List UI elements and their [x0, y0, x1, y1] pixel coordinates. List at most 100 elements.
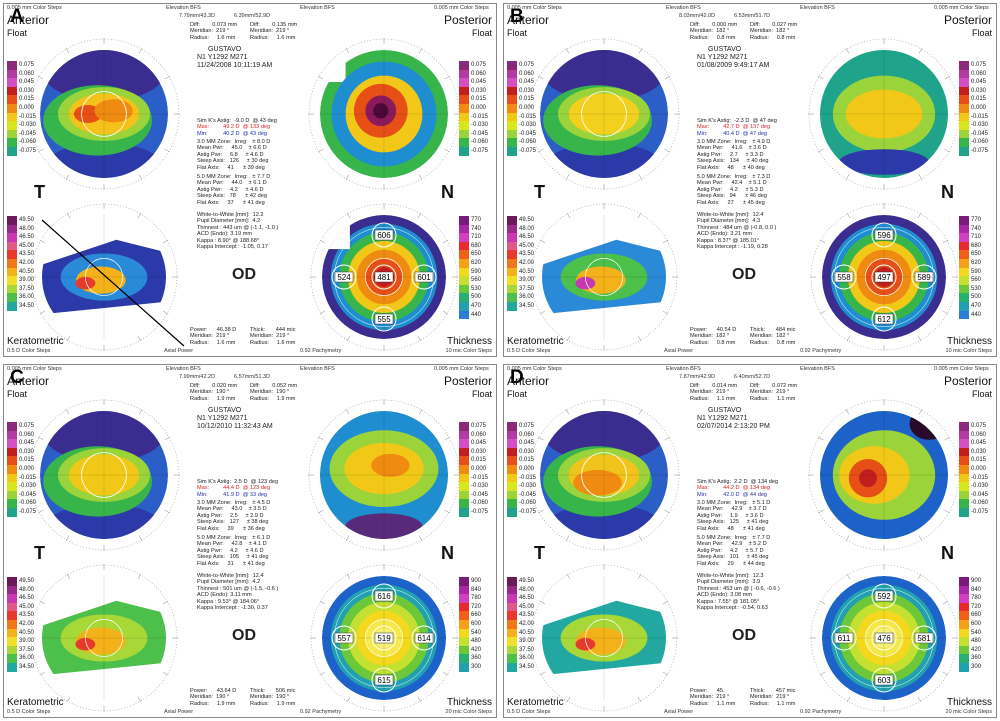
- scale-swatch: [507, 69, 517, 79]
- header-elevation-bfs-right: Elevation BFS: [800, 366, 835, 372]
- scale-tick-label: 46.50: [19, 595, 35, 602]
- scale-tick-label: 0.075: [471, 423, 487, 429]
- pachy-ring: [831, 264, 857, 290]
- scale-swatch: [959, 78, 969, 87]
- scale-tick-label: -0.030: [971, 483, 989, 490]
- scale-swatch: [7, 216, 17, 225]
- keratometric-map: [530, 203, 678, 351]
- scale-tick-label: 0.015: [519, 96, 535, 103]
- white-to-white-block: White-to-White [mm]: 12.4 Pupil Diameter…: [697, 212, 777, 251]
- scale-swatch: [507, 121, 517, 130]
- foot-color-steps-right: 10 mic Color Steps: [945, 348, 992, 354]
- scale-swatch: [7, 439, 17, 448]
- anterior-color-scale: [7, 422, 17, 517]
- scale-swatch: [507, 619, 517, 629]
- thickness-map: [310, 564, 458, 712]
- keratometric-map: [30, 203, 178, 351]
- scale-swatch: [507, 611, 517, 620]
- scale-swatch: [7, 250, 17, 259]
- posterior-label: Posterior: [943, 13, 992, 27]
- scale-tick-label: 0.030: [471, 87, 487, 94]
- sim-k-line: Max: 42.7 D @ 137 deg: [697, 124, 771, 131]
- scale-tick-label: 39.00: [19, 277, 35, 284]
- scale-tick-label: 45.00: [19, 242, 35, 249]
- scale-tick-label: 34.50: [519, 663, 535, 670]
- anterior-bfs-value: 7.99mm/42.2D: [179, 374, 216, 380]
- sim-k-line: Max: 49.2 D @ 133 deg: [197, 124, 271, 131]
- scale-swatch: [959, 61, 969, 70]
- scale-tick-label: -0.030: [471, 122, 489, 129]
- pachy-ring: [331, 264, 357, 290]
- scale-tick-label: 45.00: [19, 603, 35, 610]
- thickness-scale-ticks: 770 740 710 680 650 620 590 560 530 500 470 440: [971, 216, 981, 319]
- scale-swatch: [959, 301, 969, 311]
- pachymetry-value: 596: [877, 231, 891, 240]
- scale-swatch: [959, 422, 969, 431]
- anterior-bfs-value: 8.03mm/42.0D: [679, 13, 716, 19]
- thickness-label: Thickness: [946, 336, 992, 347]
- scale-swatch: [459, 267, 469, 277]
- scale-swatch: [459, 293, 469, 302]
- scale-swatch: [959, 293, 969, 302]
- panel-letter: B: [510, 6, 524, 27]
- scale-swatch: [507, 216, 517, 225]
- scale-swatch: [507, 267, 517, 277]
- scale-tick-label: 49.50: [519, 217, 535, 223]
- sim-k-block: Sim K's Astig: -9.0 D @ 43 deg Max: 49.2 …: [197, 118, 277, 137]
- pachy-ring: [371, 625, 397, 651]
- scale-swatch: [459, 645, 469, 655]
- scale-tick-label: -0.015: [471, 474, 489, 481]
- scale-swatch: [959, 499, 969, 508]
- anterior-color-scale: [507, 422, 517, 517]
- pachymetry-value: 481: [377, 273, 391, 282]
- scale-swatch: [959, 310, 969, 320]
- keratometric-scale-ticks: 49.50 48.00 46.50 45.00 43.50 42.00 40.50 39.00…: [19, 216, 34, 311]
- scale-swatch: [959, 577, 969, 586]
- posterior-scale-ticks: 0.075 0.060 0.045 0.030 0.015 0.000 -0.015 -0.0…: [971, 422, 988, 517]
- scale-tick-label: 0.075: [519, 62, 535, 68]
- pachymetry-value: 611: [838, 634, 851, 643]
- scale-tick-label: 740: [971, 225, 982, 232]
- power-readout: Power: 45. Meridian: 219 ° Radius: 1.1 m…: [690, 688, 736, 707]
- scale-swatch: [459, 86, 469, 96]
- pachy-ring: [911, 264, 937, 290]
- scale-tick-label: 45.00: [519, 242, 535, 249]
- scale-swatch: [959, 602, 969, 612]
- scale-tick-label: 590: [471, 268, 482, 275]
- scale-swatch: [7, 86, 17, 96]
- axial-power-label: Axial Power: [164, 709, 194, 715]
- scale-tick-label: -0.060: [519, 139, 537, 146]
- scale-swatch: [507, 594, 517, 603]
- scale-swatch: [507, 86, 517, 96]
- pachymetry-value: 589: [917, 273, 931, 282]
- anterior-elevation-map: [28, 38, 180, 190]
- float-label-left: Float: [7, 389, 28, 399]
- scale-tick-label: 300: [971, 663, 982, 670]
- scale-tick-label: 46.50: [519, 595, 535, 602]
- scale-swatch: [507, 138, 517, 147]
- diff-posterior: Diff: 0.135 mm Meridian: 219 ° Radius: 1…: [250, 22, 298, 41]
- zone-5mm-block: 5.0 MM Zone: Irreg: ± 6.1 D Mean Pwr: 42…: [197, 535, 271, 567]
- scale-tick-label: 660: [471, 612, 482, 619]
- scale-tick-label: 0.000: [519, 465, 535, 472]
- scale-swatch: [959, 241, 969, 251]
- header-elevation-bfs: Elevation BFS: [666, 5, 701, 11]
- anterior-elevation-map: [528, 38, 680, 190]
- pachymetry-value: 581: [917, 634, 931, 643]
- scale-tick-label: 49.50: [519, 578, 535, 584]
- scale-swatch: [959, 69, 969, 79]
- scale-swatch: [507, 241, 517, 251]
- sim-k-line: Sim K's Astig: -9.0 D @ 43 deg: [197, 118, 277, 124]
- scale-tick-label: 300: [471, 663, 482, 670]
- pachy-label-box: [914, 632, 934, 644]
- scale-swatch: [459, 619, 469, 629]
- scale-tick-label: 42.00: [19, 620, 35, 627]
- scale-swatch: [507, 146, 517, 156]
- anterior-bfs-value: 7.87mm/42.9D: [679, 374, 716, 380]
- diff-anterior: Diff: 0.073 mm Meridian: 219 ° Radius: 1…: [190, 22, 238, 41]
- pachymetry-value: 524: [337, 273, 351, 282]
- keratometric-map: [30, 564, 178, 712]
- scale-tick-label: 36.00: [519, 655, 535, 662]
- scale-tick-label: 0.030: [519, 87, 535, 94]
- scale-tick-label: 770: [471, 217, 482, 223]
